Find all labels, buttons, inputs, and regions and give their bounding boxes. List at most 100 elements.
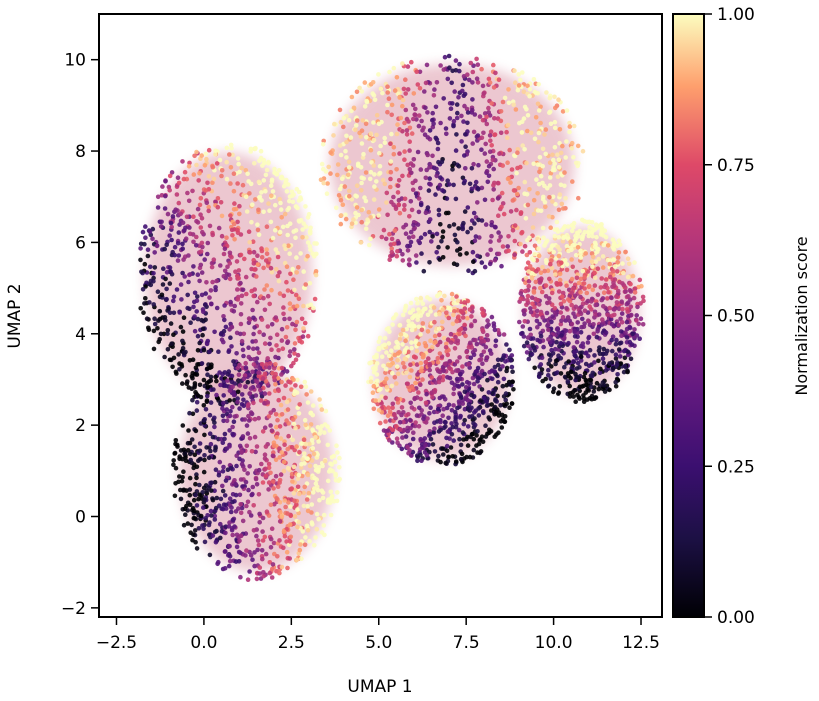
scatter-point [310,446,316,451]
scatter-point [412,112,418,117]
scatter-point [282,439,287,444]
scatter-point [305,240,311,245]
scatter-point [592,227,597,232]
scatter-point [460,315,466,320]
scatter-point [491,62,496,68]
scatter-point [251,528,257,533]
scatter-point [515,165,520,171]
scatter-point [482,371,487,377]
scatter-point [404,132,410,137]
scatter-point [212,415,217,421]
scatter-point [550,152,555,158]
scatter-point [215,204,221,210]
scatter-point [278,436,284,441]
scatter-point [288,349,293,354]
scatter-point [464,251,469,256]
scatter-point [574,275,580,281]
scatter-point [415,149,421,155]
scatter-point [383,419,388,424]
scatter-point [238,280,243,286]
scatter-point [289,445,295,450]
scatter-point [203,317,208,323]
scatter-point [209,364,214,370]
scatter-point [265,293,271,299]
scatter-point [146,327,152,333]
scatter-point [436,159,441,165]
scatter-point [238,321,244,327]
scatter-point [591,322,596,327]
scatter-point [241,331,247,337]
scatter-point [409,368,414,373]
scatter-point [411,430,416,436]
scatter-point [402,196,408,202]
scatter-point [572,349,577,355]
scatter-point [376,345,382,351]
scatter-point [213,152,218,157]
scatter-point [269,322,275,327]
scatter-point [273,362,278,367]
scatter-point [189,437,195,442]
scatter-point [203,291,208,296]
scatter-point [202,163,208,168]
scatter-point [244,548,249,553]
scatter-point [432,319,437,325]
scatter-point [348,135,354,140]
scatter-point [456,226,461,231]
scatter-point [539,276,544,282]
scatter-point [579,304,584,310]
scatter-point [203,516,208,521]
scatter-point [416,390,421,395]
scatter-point [612,277,618,282]
scatter-point [510,228,516,233]
scatter-point [320,495,326,501]
scatter-point [462,322,467,328]
scatter-point [609,337,614,343]
scatter-point [405,428,411,434]
scatter-point [246,402,251,407]
scatter-point [197,382,203,388]
scatter-point [444,341,449,347]
scatter-point [224,411,230,417]
scatter-point [165,331,170,337]
scatter-point [470,107,475,113]
scatter-point [281,395,287,401]
scatter-point [170,214,176,219]
scatter-point [417,113,422,118]
scatter-point [362,104,368,109]
scatter-point [390,322,395,327]
scatter-point [454,102,460,107]
scatter-point [520,324,526,329]
scatter-point [255,538,261,543]
scatter-point [405,445,410,450]
scatter-point [407,374,413,380]
scatter-point [417,69,423,75]
scatter-point [265,324,271,329]
scatter-point [460,88,465,94]
scatter-point [238,477,244,482]
scatter-point [358,240,364,245]
scatter-point [504,129,509,135]
scatter-point [339,176,345,182]
scatter-point [531,77,537,82]
scatter-point [444,443,450,449]
scatter-point [483,222,489,227]
scatter-point [568,239,573,244]
scatter-point [448,331,454,337]
scatter-point [194,234,199,240]
scatter-point [319,424,325,429]
scatter-point [460,382,465,387]
scatter-point [246,413,251,419]
colorbar-tick-label: 0.25 [717,457,755,477]
scatter-point [289,486,295,491]
scatter-point [447,365,452,371]
scatter-point [468,355,474,361]
scatter-point [526,279,532,284]
scatter-point [453,196,459,202]
scatter-point [575,143,581,149]
scatter-point [323,408,329,414]
scatter-point [266,414,272,419]
scatter-point [283,504,288,510]
scatter-point [288,504,293,509]
scatter-point [317,397,322,402]
scatter-point [197,492,202,498]
